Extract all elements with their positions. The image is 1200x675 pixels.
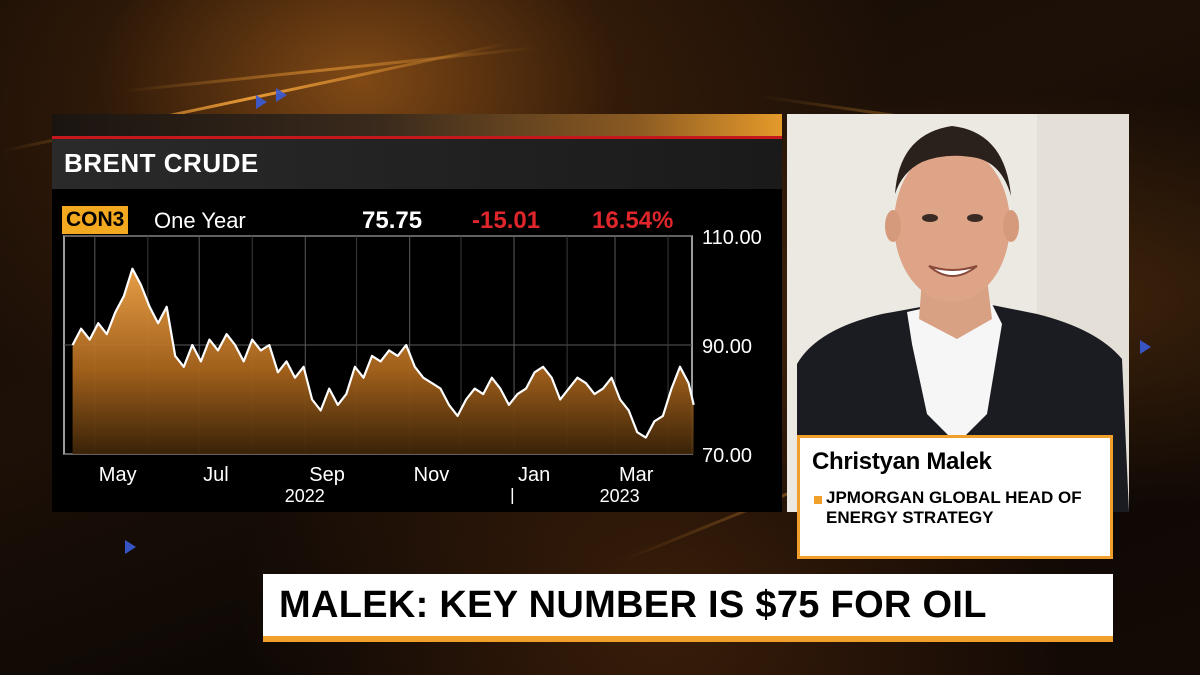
price-area <box>72 268 694 454</box>
year-label: 2023 <box>600 486 640 506</box>
price-change: -15.01 <box>472 207 541 234</box>
y-tick-label: 90.00 <box>702 336 752 358</box>
price-change-percent: 16.54% <box>592 207 674 234</box>
x-tick-label: Sep <box>309 464 345 486</box>
guest-name: Christyan Malek <box>812 448 992 475</box>
headline-bar: MALEK: KEY NUMBER IS $75 FOR OIL <box>263 574 1113 642</box>
x-tick-label: Mar <box>619 464 654 486</box>
last-price: 75.75 <box>362 207 423 234</box>
year-label: 2022 <box>285 486 325 506</box>
x-tick-label: Nov <box>414 464 450 486</box>
guest-name-card: Christyan Malek JPMORGAN GLOBAL HEAD OF … <box>797 435 1113 559</box>
x-tick-label: Jul <box>203 464 229 486</box>
price-line <box>71 267 695 439</box>
period-label: One Year <box>154 208 246 233</box>
title-bullet-icon <box>814 496 822 504</box>
chart-panel: BRENT CRUDE CON3 One Year 75.75 -15.01 1… <box>52 114 782 512</box>
panel-red-line <box>52 136 782 139</box>
headline-text: MALEK: KEY NUMBER IS $75 FOR OIL <box>279 584 987 626</box>
x-tick-label: Jan <box>518 464 550 486</box>
y-tick-label: 110.00 <box>702 227 762 249</box>
decorative-triangle-icon <box>125 540 136 554</box>
ticker-badge: CON3 <box>62 206 129 234</box>
x-tick-label: May <box>99 464 137 486</box>
decorative-triangle-icon <box>256 95 267 109</box>
guest-title: JPMORGAN GLOBAL HEAD OF ENERGY STRATEGY <box>826 488 1082 527</box>
panel-stripe <box>52 114 782 136</box>
price-chart: 110.00 90.00 70.00 May Jul Sep Nov Jan Mar 2022 20… <box>63 227 762 506</box>
decorative-triangle-icon <box>276 88 287 102</box>
panel-title: BRENT CRUDE <box>64 148 259 178</box>
panel-title-bar: BRENT CRUDE <box>52 139 782 189</box>
y-tick-label: 70.00 <box>702 445 752 467</box>
decorative-triangle-icon <box>1140 340 1151 354</box>
